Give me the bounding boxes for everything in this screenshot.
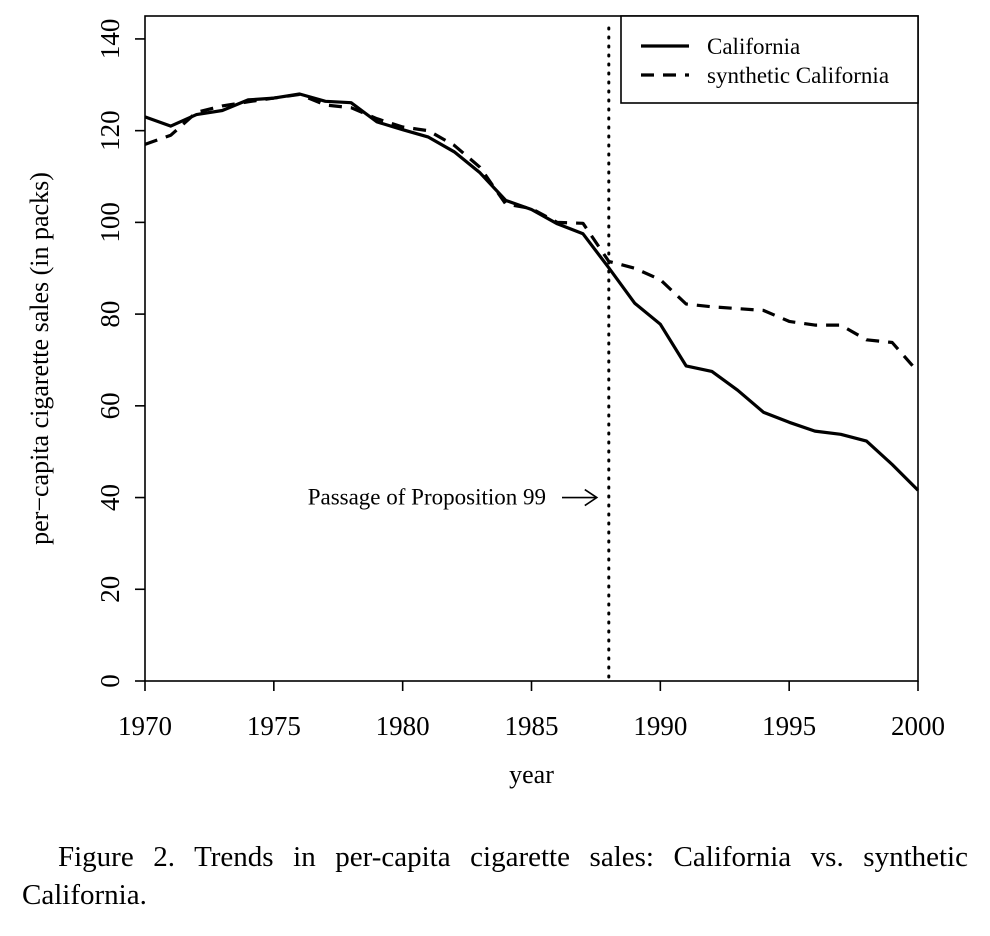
y-tick-label: 20 (95, 576, 125, 603)
figure-caption: Figure 2. Trends in per-capita cigarette… (22, 841, 968, 911)
x-tick-label: 1995 (762, 711, 816, 741)
y-tick-label: 80 (95, 301, 125, 328)
annotation: Passage of Proposition 99 (308, 485, 599, 510)
y-tick-label: 60 (95, 392, 125, 419)
y-tick-label: 120 (95, 110, 125, 151)
arrow-head (584, 488, 599, 507)
plot-box (144, 15, 919, 682)
legend-box (620, 15, 919, 104)
y-tick-label: 100 (95, 202, 125, 243)
y-tick-label: 40 (95, 484, 125, 511)
x-tick-label: 1970 (118, 711, 172, 741)
legend-label-synthetic-california: synthetic California (707, 63, 889, 88)
series-line-synthetic-california (144, 92, 920, 373)
x-tick-label: 1975 (247, 711, 301, 741)
x-tick-label: 1990 (633, 711, 687, 741)
y-tick-label: 0 (95, 674, 125, 688)
plot-frame (144, 15, 919, 682)
legend: California synthetic California (620, 15, 919, 104)
x-tick-label: 2000 (891, 711, 945, 741)
chart: 1970 1975 1980 1985 1990 1995 2000 0 20 40 60 80 100… (25, 15, 945, 789)
y-axis-label: per−capita cigarette sales (in packs) (25, 172, 54, 545)
annotation-arrow (562, 488, 599, 507)
x-tick-label: 1985 (505, 711, 559, 741)
x-tick-label: 1980 (376, 711, 430, 741)
legend-label-california: California (707, 34, 800, 59)
x-axis-label: year (509, 760, 554, 789)
y-tick-label: 140 (95, 19, 125, 60)
series-line-california (144, 92, 920, 492)
axes: 1970 1975 1980 1985 1990 1995 2000 0 20 40 60 80 100… (95, 19, 945, 741)
annotation-label: Passage of Proposition 99 (308, 485, 546, 510)
series-lines (144, 92, 920, 492)
